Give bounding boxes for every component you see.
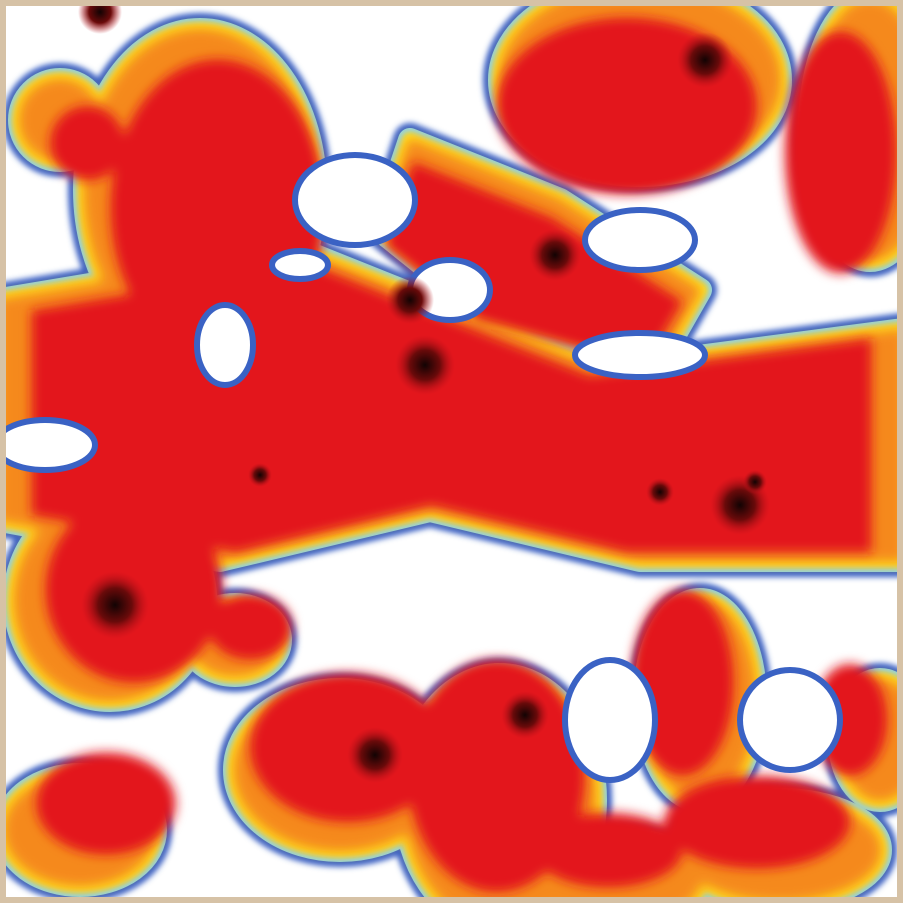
peaks <box>78 6 770 783</box>
voids <box>6 152 843 783</box>
